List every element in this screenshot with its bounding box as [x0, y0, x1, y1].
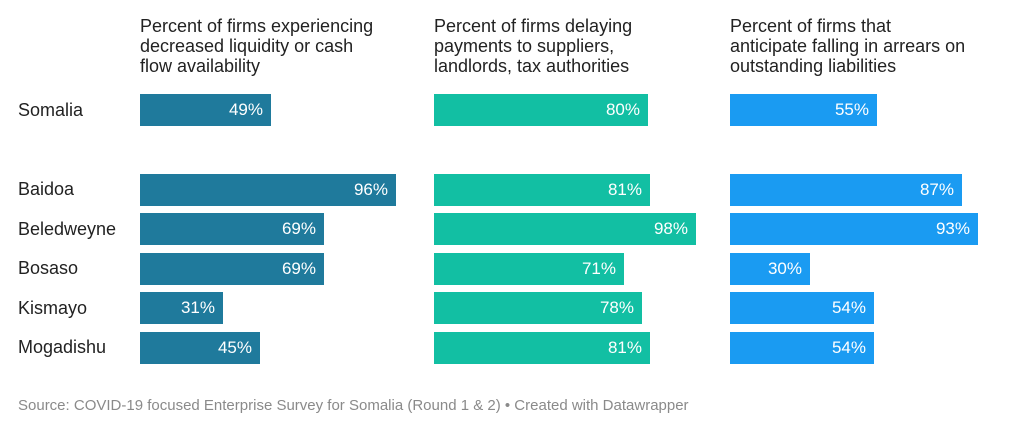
column-title-liquidity: Percent of firms experiencing decreased … [140, 16, 420, 76]
title-line: Percent of firms delaying [434, 16, 633, 36]
row-label-somalia: Somalia [18, 100, 84, 120]
bar-baidoa-series-2 [434, 174, 650, 206]
bar-value-label: 54% [831, 298, 866, 317]
bar-baidoa-series-3 [730, 174, 962, 206]
bar-beledweyne-series-3 [730, 213, 978, 245]
bar-mogadishu-series-3 [730, 332, 874, 364]
column-title-arrears: Percent of firms that anticipate falling… [730, 16, 1010, 76]
bar-value-label: 69% [281, 259, 316, 278]
title-line: payments to suppliers, [434, 36, 615, 56]
title-line: landlords, tax authorities [434, 56, 630, 76]
bar-value-label: 45% [217, 338, 252, 357]
bar-beledweyne-series-1 [140, 213, 324, 245]
bar-value-label: 30% [767, 259, 802, 278]
row-label-mogadishu: Mogadishu [18, 337, 107, 357]
bar-value-label: 96% [353, 180, 388, 199]
bar-baidoa-series-1 [140, 174, 396, 206]
bar-value-label: 80% [605, 100, 640, 119]
bar-value-label: 69% [281, 219, 316, 238]
title-line: flow availability [140, 56, 261, 76]
title-line: anticipate falling in arrears on [730, 36, 966, 56]
bar-somalia-series-1 [140, 94, 271, 126]
title-line: decreased liquidity or cash [140, 36, 354, 56]
bar-value-label: 55% [834, 100, 869, 119]
bar-mogadishu-series-1 [140, 332, 260, 364]
bar-value-label: 49% [228, 100, 263, 119]
bar-value-label: 31% [180, 298, 215, 317]
row-label-baidoa: Baidoa [18, 179, 75, 199]
column-title-delaying-payments: Percent of firms delaying payments to su… [434, 16, 714, 76]
row-label-bosaso: Bosaso [18, 258, 79, 278]
title-line: outstanding liabilities [730, 56, 897, 76]
bar-bosaso-series-1 [140, 253, 324, 285]
bar-value-label: 98% [653, 219, 688, 238]
source-note: Source: COVID-19 focused Enterprise Surv… [18, 397, 689, 414]
bar-kismayo-series-2 [434, 292, 642, 324]
bar-bosaso-series-2 [434, 253, 624, 285]
row-label-beledweyne: Beledweyne [18, 219, 117, 239]
title-line: Percent of firms that [730, 16, 892, 36]
bar-value-label: 54% [831, 338, 866, 357]
bar-value-label: 81% [607, 338, 642, 357]
bar-bosaso-series-3 [730, 253, 810, 285]
bar-value-label: 93% [935, 219, 970, 238]
bar-value-label: 78% [599, 298, 634, 317]
row-label-kismayo: Kismayo [18, 298, 88, 318]
bar-somalia-series-3 [730, 94, 877, 126]
bar-somalia-series-2 [434, 94, 648, 126]
bar-value-label: 87% [919, 180, 954, 199]
bar-kismayo-series-1 [140, 292, 223, 324]
bar-beledweyne-series-2 [434, 213, 696, 245]
bar-mogadishu-series-2 [434, 332, 650, 364]
bar-value-label: 81% [607, 180, 642, 199]
title-line: Percent of firms experiencing [140, 16, 374, 36]
bar-kismayo-series-3 [730, 292, 874, 324]
bar-value-label: 71% [581, 259, 616, 278]
